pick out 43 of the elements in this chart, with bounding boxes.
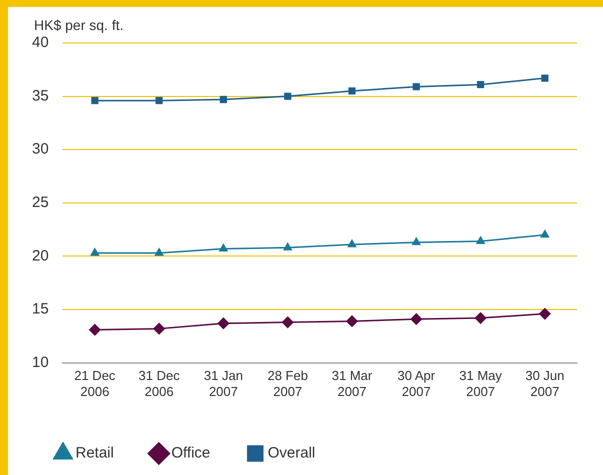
point [218, 318, 230, 330]
point [476, 80, 484, 88]
y-tick-label: 35 [32, 87, 49, 104]
x-tick-label: 21 Dec 2006 [74, 368, 116, 399]
y-tick-label: 40 [32, 34, 49, 52]
x-tick-label: 31 Dec 2006 [138, 368, 180, 399]
point [156, 96, 163, 104]
x-tick-label: 31 Mar 2007 [332, 368, 373, 399]
point [219, 244, 228, 252]
point [410, 313, 422, 325]
point [89, 324, 101, 336]
point [284, 92, 292, 100]
point [348, 87, 356, 95]
y-tick-label: 30 [32, 140, 49, 158]
point [540, 230, 550, 238]
y-tick-label: 15 [32, 300, 49, 318]
x-tick-label: 28 Feb 2007 [267, 368, 308, 399]
point [346, 315, 358, 327]
point [412, 238, 420, 246]
x-tick-label: 31 Jan 2007 [204, 368, 243, 399]
point [539, 308, 551, 320]
point [91, 96, 98, 104]
x-tick-label: 30 Apr 2007 [397, 368, 436, 399]
y-tick-label: 10 [32, 354, 49, 371]
point [541, 74, 548, 82]
point [412, 83, 420, 90]
legend-label: Overall [268, 444, 316, 462]
point [476, 236, 485, 244]
point [90, 248, 100, 256]
y-tick-label: 25 [32, 194, 49, 212]
legend-label: Office [171, 444, 210, 462]
point [282, 316, 294, 328]
legend-label: Retail [76, 444, 114, 462]
x-tick-label: 30 Jun 2007 [525, 368, 564, 399]
point [153, 322, 165, 334]
point [474, 312, 486, 324]
point [348, 240, 356, 248]
point [283, 242, 292, 250]
point [154, 248, 164, 256]
y-axis-title: HK$ per sq. ft. [34, 16, 124, 33]
point [220, 96, 227, 104]
x-tick-label: 31 May 2007 [459, 368, 502, 399]
y-tick-label: 20 [32, 247, 49, 264]
